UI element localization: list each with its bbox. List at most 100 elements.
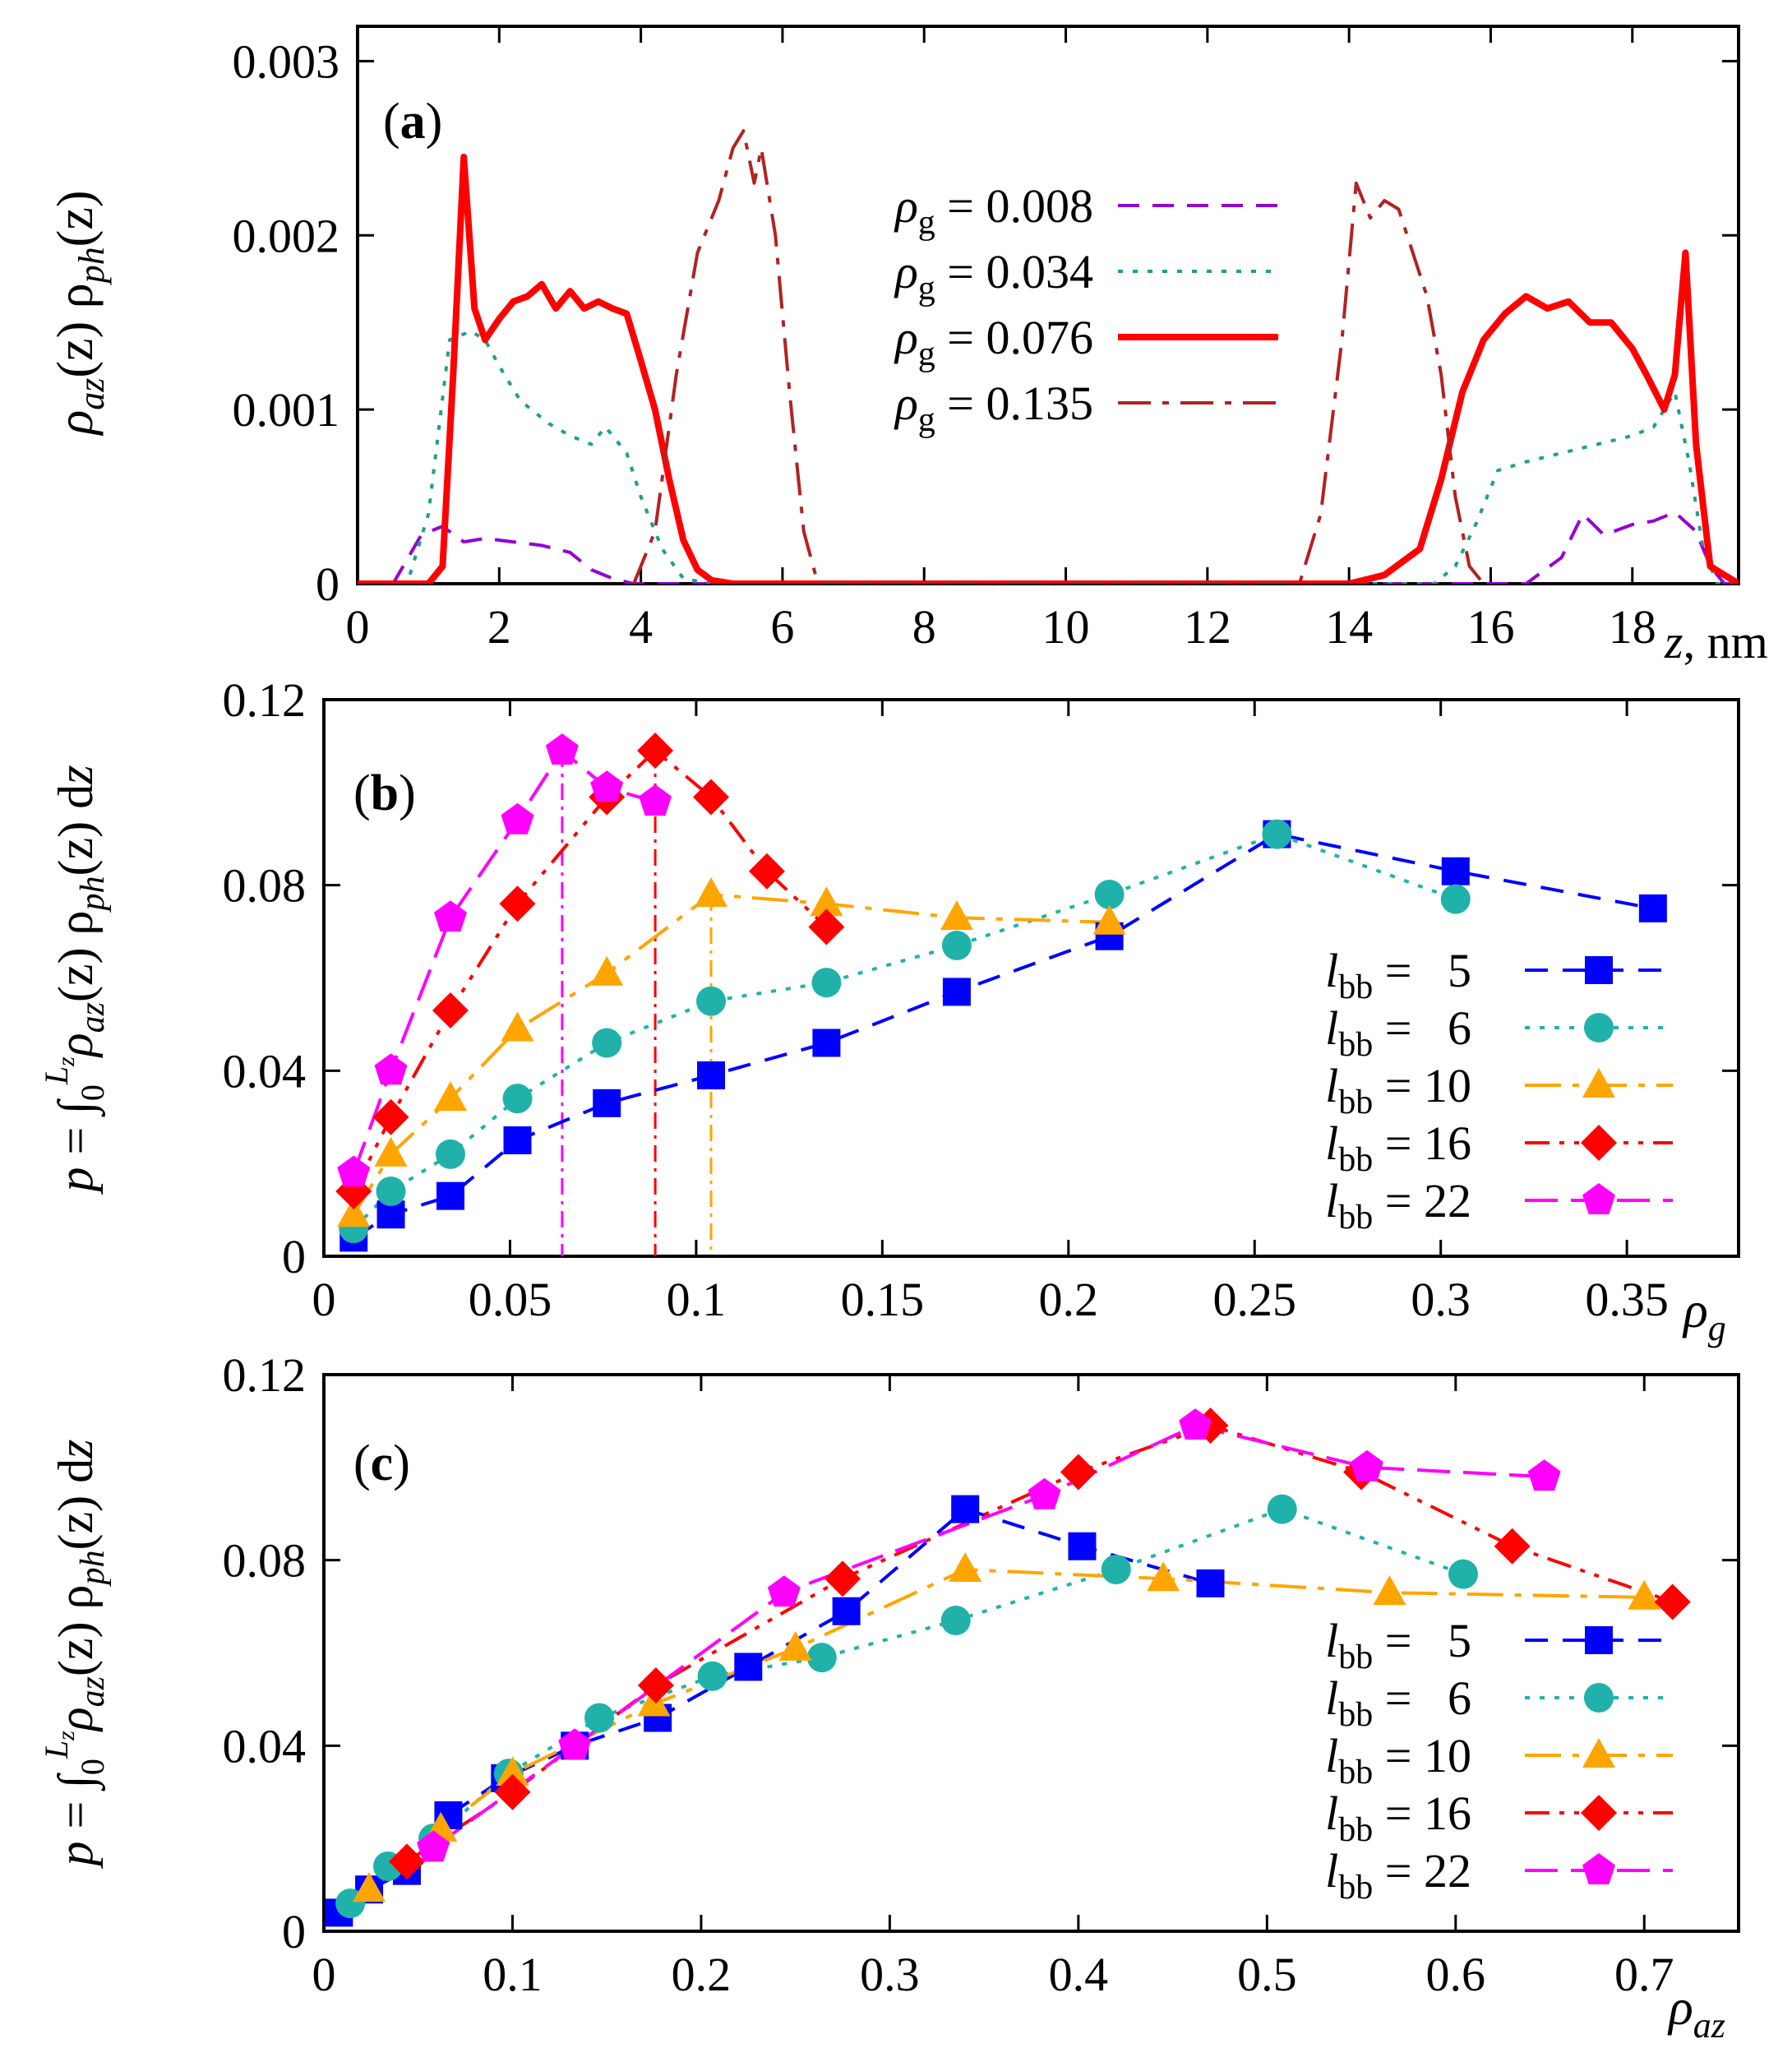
panel-c-marker-lbb-22 — [417, 1830, 450, 1862]
panel-b-x-tick-label: 0.15 — [841, 1273, 925, 1326]
panel-b-y-tick-label: 0.08 — [223, 859, 307, 913]
panel-b-legend-label: lbb = 10 — [1325, 1059, 1471, 1121]
panel-b-legend-marker — [1582, 1068, 1615, 1098]
panel-a-x-tick-label: 2 — [487, 600, 511, 654]
panel-b-marker-lbb-10 — [940, 900, 973, 931]
panel-b-legend-marker — [1584, 1013, 1614, 1042]
panel-c-legend-label: lbb = 22 — [1325, 1844, 1471, 1907]
panel-b-marker-lbb-6 — [376, 1176, 406, 1207]
series-line-rho-g-0.034 — [358, 329, 1739, 584]
panel-c-x-axis-label: ρaz — [1667, 1980, 1725, 2046]
panel-c-legend-marker — [1585, 1626, 1613, 1654]
panel-c-marker-lbb-16 — [494, 1773, 531, 1810]
panel-c-marker-lbb-16 — [1654, 1583, 1691, 1620]
panel-a: 0 2 4 6 8 10 12 14 16 18 0 0.001 0.002 0.003 (a) ρaz(… — [48, 25, 1768, 668]
panel-b-marker-lbb-6 — [696, 986, 727, 1016]
panel-b-marker-lbb-16 — [748, 853, 785, 890]
panel-b-marker-lbb-10 — [1092, 904, 1126, 935]
panel-c-series-line-lbb-5 — [338, 1507, 1212, 1914]
panel-c-marker-lbb-6 — [806, 1643, 837, 1673]
panel-b-marker-lbb-16 — [432, 992, 469, 1029]
panel-b-marker-lbb-6 — [502, 1084, 533, 1114]
panel-b-marker-lbb-6 — [592, 1028, 622, 1058]
panel-c-marker-lbb-5 — [832, 1597, 861, 1625]
panel-b-marker-lbb-22 — [337, 1155, 371, 1187]
panel-a-x-tick-label: 8 — [912, 600, 936, 654]
panel-c-marker-lbb-16 — [637, 1667, 674, 1703]
panel-b-marker-lbb-10 — [337, 1197, 371, 1227]
panel-b-series-line-lbb-10 — [352, 892, 1110, 1216]
panel-a-x-tick-label: 0 — [346, 600, 370, 654]
panel-c-legend-marker — [1582, 1853, 1615, 1884]
panel-c-legend-marker — [1581, 1795, 1617, 1831]
panel-c-legend-label: lbb = 16 — [1325, 1787, 1471, 1849]
panel-a-y-tick-label: 0.003 — [233, 35, 340, 88]
panel-a-y-axis-label: ρaz(z) ρph(z) — [48, 191, 112, 437]
panel-c-legend-label: lbb = 10 — [1325, 1729, 1471, 1791]
panel-b-marker-lbb-5 — [697, 1061, 726, 1089]
panel-c-legend-label: lbb = 6 — [1325, 1671, 1471, 1734]
panel-b-marker-lbb-16 — [499, 885, 536, 922]
legend-a-label: ρg = 0.135 — [894, 377, 1093, 439]
panel-b-marker-lbb-10 — [433, 1081, 467, 1112]
panel-b-legend-label: lbb = 16 — [1325, 1116, 1471, 1179]
panel-c-marker-lbb-10 — [949, 1551, 982, 1582]
panel-b-marker-lbb-6 — [811, 968, 842, 998]
panel-a-x-tick-label: 4 — [629, 600, 653, 654]
legend-a-label: ρg = 0.034 — [894, 245, 1093, 307]
panel-c-marker-lbb-10 — [496, 1756, 529, 1787]
panel-b-y-tick-label: 0.12 — [223, 673, 307, 727]
panel-c-x-tick-label: 0.1 — [483, 1948, 543, 2001]
panel-c-marker-lbb-6 — [1448, 1559, 1478, 1589]
panel-c-marker-lbb-10 — [1147, 1561, 1180, 1592]
panel-c-y-tick-label: 0 — [282, 1905, 306, 1958]
panel-c-label: (c) — [353, 1435, 410, 1491]
panel-c-marker-lbb-5 — [1068, 1532, 1097, 1560]
panel-b-marker-lbb-22 — [501, 802, 534, 834]
panel-b-marker-lbb-5 — [593, 1089, 621, 1117]
panel-b-marker-lbb-16 — [693, 779, 730, 816]
panel-a-x-tick-label: 14 — [1325, 600, 1373, 654]
panel-c-marker-lbb-6 — [584, 1703, 615, 1733]
panel-b-marker-lbb-6 — [941, 931, 972, 961]
panel-c-y-tick-label: 0.04 — [223, 1719, 307, 1773]
series-line-rho-g-0.008 — [358, 511, 1739, 584]
panel-b-marker-lbb-5 — [942, 978, 971, 1006]
panel-c-marker-lbb-10 — [1628, 1579, 1661, 1610]
panel-c-marker-lbb-22 — [1527, 1459, 1561, 1491]
series-line-rho-g-0.135 — [632, 129, 1485, 584]
panel-a-y-tick-label: 0.001 — [233, 383, 340, 437]
panel-c-marker-lbb-22 — [1351, 1449, 1383, 1482]
panel-b-marker-lbb-10 — [374, 1136, 408, 1167]
panel-c-marker-lbb-10 — [1373, 1575, 1406, 1606]
panel-c-x-tick-label: 0.7 — [1614, 1948, 1674, 2001]
panel-c-marker-lbb-5 — [1196, 1569, 1225, 1597]
panel-c-y-tick-label: 0.08 — [223, 1534, 307, 1588]
panel-b-marker-lbb-22 — [434, 900, 467, 932]
panel-b-marker-lbb-6 — [1094, 879, 1125, 909]
panel-c-marker-lbb-10 — [778, 1630, 812, 1661]
panel-b-marker-lbb-6 — [1262, 819, 1292, 849]
panel-a-x-tick-label: 12 — [1184, 600, 1231, 654]
panel-b-x-tick-label: 0.25 — [1212, 1273, 1296, 1326]
panel-a-x-tick-label: 16 — [1466, 600, 1514, 654]
panel-b-x-tick-label: 0.1 — [667, 1273, 727, 1326]
panel-c: 0 0.1 0.2 0.3 0.4 0.5 0.6 0.700.040.080.12 (c) … — [38, 1348, 1740, 2046]
panel-b-label: (b) — [353, 765, 416, 821]
panel-c-x-tick-label: 0.2 — [672, 1948, 732, 2001]
panel-c-marker-lbb-16 — [1494, 1528, 1531, 1565]
panel-b-marker-lbb-10 — [695, 876, 728, 907]
panel-c-marker-lbb-6 — [1267, 1494, 1297, 1524]
panel-c-x-tick-label: 0.5 — [1237, 1948, 1297, 2001]
panel-c-frame — [322, 1373, 1740, 1933]
panel-c-marker-lbb-6 — [697, 1661, 727, 1691]
panel-c-marker-lbb-16 — [824, 1560, 861, 1597]
panel-c-marker-lbb-5 — [734, 1653, 763, 1681]
panel-c-x-tick-label: 0 — [312, 1948, 336, 2001]
panel-c-marker-lbb-6 — [940, 1606, 971, 1636]
panel-b-x-tick-label: 0 — [312, 1273, 336, 1326]
panel-c-x-tick-label: 0.4 — [1049, 1948, 1109, 2001]
panel-b-y-axis-label: p = ∫0Lzρaz(z) ρph(z) dz — [38, 765, 112, 1195]
